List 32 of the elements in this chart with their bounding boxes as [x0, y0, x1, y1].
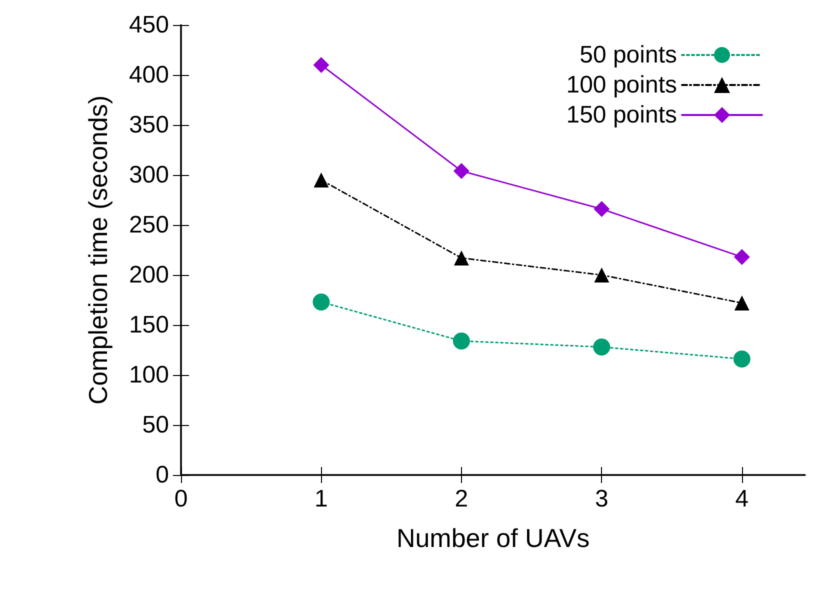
y-tick-label: 350 — [128, 112, 169, 138]
legend-label: 100 points — [566, 72, 677, 98]
point — [453, 163, 470, 179]
point — [733, 350, 750, 368]
y-tick-label: 250 — [128, 212, 169, 238]
y-axis-title: Completion time (seconds) — [83, 95, 113, 405]
y-tick-label: 450 — [128, 12, 169, 38]
point — [594, 268, 610, 282]
point — [452, 332, 470, 350]
x-tick-label: 1 — [314, 486, 328, 512]
y-tick-label: 0 — [156, 462, 169, 488]
y-tick-label: 100 — [128, 362, 169, 388]
point — [593, 338, 610, 356]
point — [313, 57, 330, 73]
y-tick-label: 300 — [128, 162, 169, 188]
x-tick-label: 2 — [454, 486, 468, 512]
x-axis-title: Number of UAVs — [396, 523, 590, 553]
y-tick-label: 50 — [142, 412, 169, 438]
point — [734, 296, 750, 310]
legend-label: 50 points — [580, 42, 677, 68]
point — [314, 172, 329, 188]
x-tick-label: 0 — [174, 486, 188, 512]
x-tick-label: 4 — [735, 486, 749, 512]
point — [312, 294, 330, 310]
y-tick-label: 200 — [128, 262, 169, 288]
point — [454, 250, 469, 266]
point — [734, 249, 750, 265]
legend-label: 150 points — [566, 102, 677, 128]
x-tick-label: 3 — [594, 486, 608, 512]
y-tick-label: 400 — [128, 62, 169, 88]
point — [594, 201, 610, 217]
y-tick-label: 150 — [128, 312, 169, 338]
